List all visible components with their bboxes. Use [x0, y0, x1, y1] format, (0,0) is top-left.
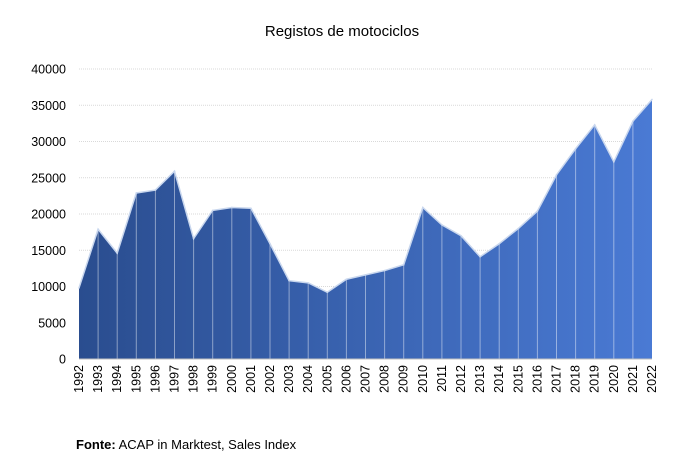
data-point	[613, 161, 615, 163]
x-tick-label: 2007	[359, 365, 373, 393]
source-text: ACAP in Marktest, Sales Index	[115, 437, 297, 452]
x-tick-label: 1999	[206, 365, 220, 393]
chart-title: Registos de motociclos	[265, 23, 419, 40]
x-tick-label: 2014	[492, 365, 506, 393]
data-point	[574, 147, 577, 150]
x-tick-label: 2005	[320, 365, 334, 393]
data-point	[498, 242, 501, 245]
x-tick-label: 1996	[148, 365, 162, 393]
data-point	[326, 291, 329, 294]
y-tick-label: 15000	[31, 244, 66, 258]
data-point	[97, 228, 99, 231]
data-point	[173, 170, 176, 173]
x-tick-label: 2020	[607, 365, 621, 393]
x-tick-label: 2004	[301, 365, 315, 393]
x-tick-label: 1993	[91, 365, 105, 393]
data-point	[231, 206, 233, 209]
data-point	[555, 174, 558, 176]
data-point	[422, 206, 424, 209]
data-point	[651, 98, 653, 101]
data-point	[517, 227, 520, 230]
x-tick-label: 2001	[244, 365, 258, 393]
x-tick-label: 2012	[454, 365, 468, 393]
data-point	[479, 255, 481, 258]
x-tick-label: 2003	[282, 365, 296, 393]
area-series	[78, 98, 653, 360]
data-point	[460, 234, 462, 237]
data-point	[78, 287, 80, 289]
x-tick-label: 2009	[397, 365, 411, 393]
x-tick-label: 2000	[225, 365, 239, 393]
data-point	[154, 189, 157, 191]
x-tick-label: 2015	[511, 365, 525, 393]
data-point	[135, 192, 138, 194]
x-tick-label: 2022	[645, 365, 659, 393]
source-note: Fonte: ACAP in Marktest, Sales Index	[76, 437, 296, 452]
data-point	[364, 274, 367, 276]
x-tick-label: 1995	[129, 365, 143, 393]
data-point	[441, 224, 443, 226]
y-tick-label: 10000	[31, 280, 66, 294]
x-tick-label: 2021	[626, 365, 640, 393]
x-tick-label: 2013	[473, 365, 487, 393]
x-tick-label: 1998	[187, 365, 201, 393]
data-point	[116, 252, 118, 254]
data-point	[345, 278, 348, 281]
data-point	[269, 242, 271, 245]
data-point	[211, 209, 214, 212]
x-tick-label: 2010	[416, 365, 430, 393]
x-tick-label: 2006	[339, 365, 353, 393]
data-point	[632, 120, 634, 122]
y-tick-label: 5000	[38, 316, 66, 330]
y-tick-label: 25000	[31, 171, 66, 185]
x-tick-label: 1994	[110, 365, 124, 393]
x-tick-label: 2016	[530, 365, 544, 393]
x-tick-label: 2017	[550, 365, 564, 393]
data-point	[536, 210, 539, 212]
x-tick-label: 2019	[588, 365, 602, 393]
data-point	[383, 269, 386, 272]
y-tick-label: 35000	[31, 99, 66, 113]
y-tick-label: 0	[59, 353, 66, 367]
y-tick-label: 40000	[31, 63, 66, 77]
x-tick-label: 1997	[168, 365, 182, 393]
x-tick-label: 2011	[435, 365, 449, 392]
y-axis-ticks: 0 5000 10000 15000 20000 25000 30000 35000 40000	[31, 63, 66, 367]
source-label: Fonte:	[76, 437, 116, 452]
data-point	[192, 237, 195, 240]
area-fill	[79, 99, 652, 359]
data-point	[250, 207, 252, 209]
y-tick-label: 30000	[31, 135, 66, 149]
y-tick-label: 20000	[31, 208, 66, 222]
data-point	[402, 263, 405, 266]
x-tick-label: 2018	[569, 365, 583, 393]
x-tick-label: 2002	[263, 365, 277, 393]
data-point	[593, 124, 596, 126]
x-axis-ticks: 1992 1993 1994 1995 1996 1997 1998 1999 2000 2001…	[72, 365, 659, 393]
data-point	[288, 279, 290, 282]
data-point	[307, 282, 310, 284]
x-tick-label: 2008	[378, 365, 392, 393]
x-tick-label: 1992	[72, 365, 86, 393]
